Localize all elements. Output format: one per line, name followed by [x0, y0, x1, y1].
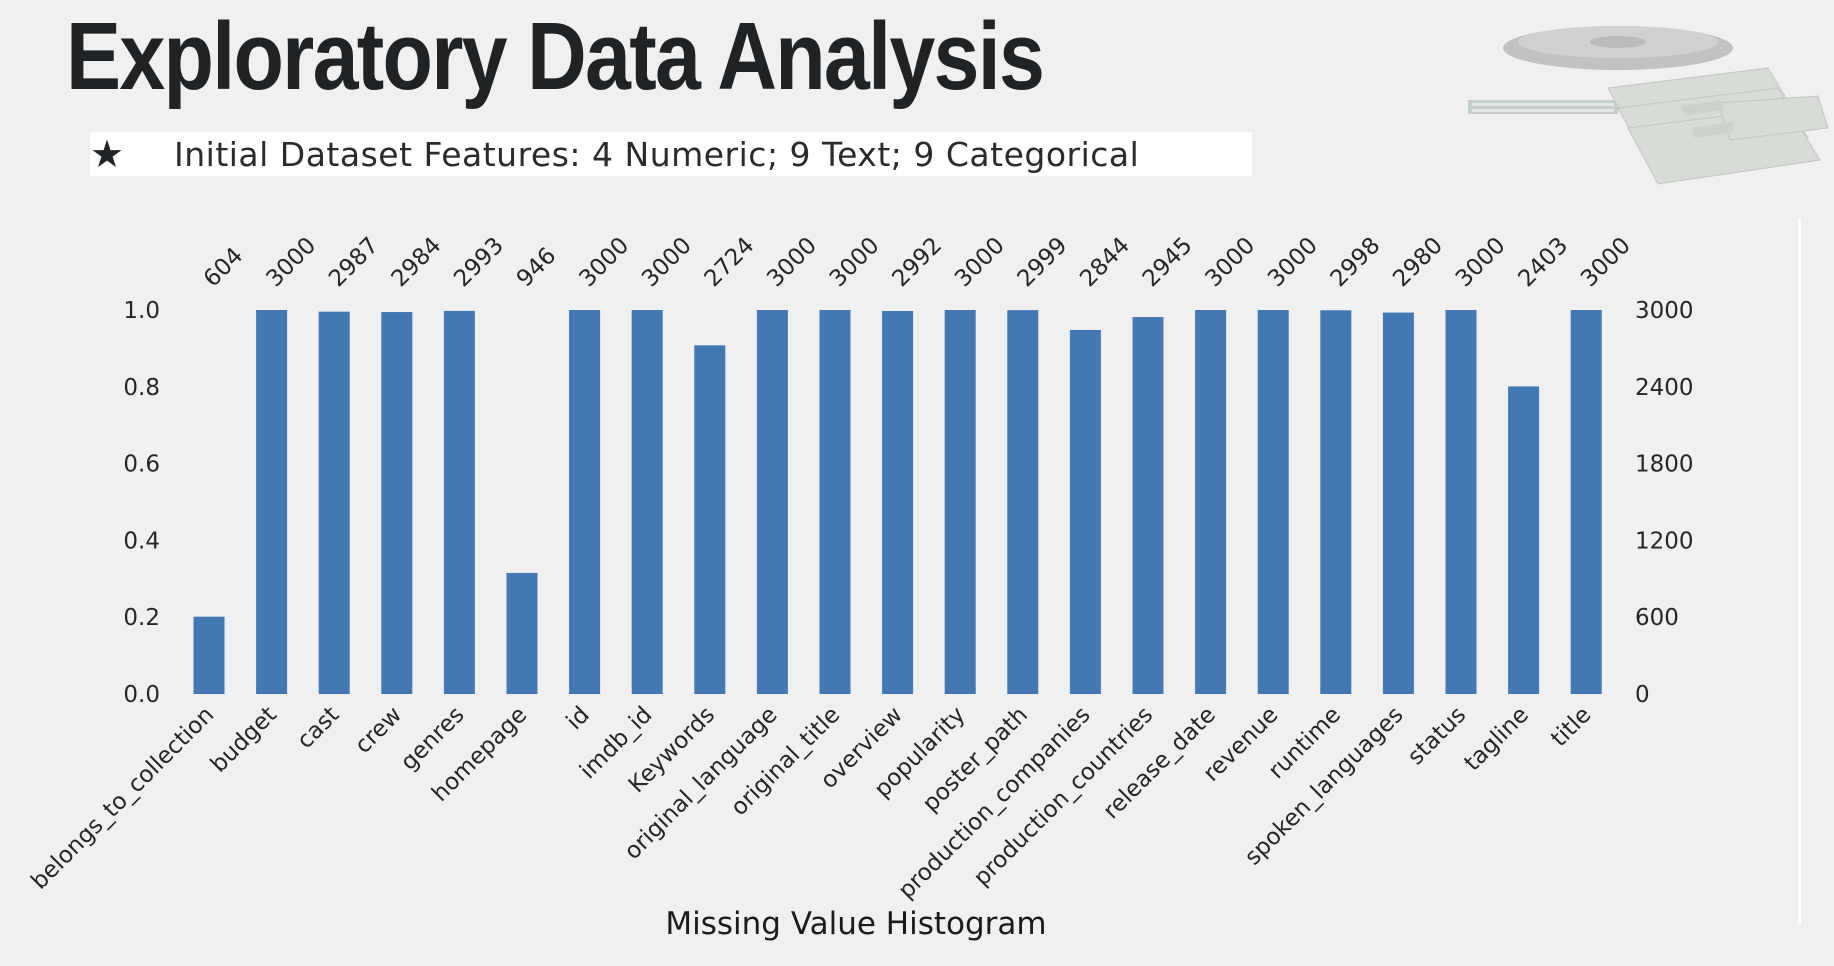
bar-imdb_id [631, 310, 663, 694]
right-axis-tick: 1800 [1635, 452, 1694, 478]
value-label: 3000 [574, 232, 634, 292]
category-label: original_title [726, 702, 845, 821]
value-label: 3000 [261, 232, 321, 292]
category-label: belongs_to_collection [26, 702, 219, 895]
bar-Keywords [694, 345, 726, 694]
left-axis-tick: 0.0 [123, 682, 160, 708]
category-label: cast [292, 702, 344, 754]
bar-popularity [944, 310, 976, 694]
category-label: id [562, 702, 595, 735]
right-axis-tick: 0 [1635, 682, 1650, 708]
page-title: Exploratory Data Analysis [66, 3, 1045, 110]
value-label: 2980 [1388, 232, 1448, 292]
category-label: tagline [1459, 702, 1533, 776]
value-label: 3000 [1576, 232, 1636, 292]
category-label: budget [206, 702, 282, 778]
left-axis-tick: 0.8 [123, 375, 160, 401]
value-label: 2844 [1075, 232, 1135, 292]
value-label: 3000 [950, 232, 1010, 292]
value-label: 3000 [762, 232, 822, 292]
value-label: 2987 [324, 232, 384, 292]
value-label: 2724 [700, 232, 760, 292]
bar-budget [256, 310, 288, 694]
value-label: 604 [199, 243, 248, 292]
left-axis-tick: 0.4 [123, 528, 160, 554]
value-label: 3000 [1200, 232, 1260, 292]
right-axis-tick: 3000 [1635, 298, 1694, 324]
bar-production_countries [1132, 317, 1164, 694]
value-label: 3000 [1263, 232, 1323, 292]
right-axis-tick: 600 [1635, 605, 1679, 631]
bar-cast [318, 311, 350, 694]
value-label: 2992 [887, 232, 947, 292]
divider-line [1798, 218, 1801, 924]
value-label: 2984 [387, 232, 447, 292]
left-axis-tick: 0.6 [123, 452, 160, 478]
bar-title [1570, 310, 1602, 694]
bar-status [1445, 310, 1477, 694]
value-label: 3000 [1451, 232, 1511, 292]
bar-runtime [1320, 310, 1352, 694]
feature-summary: Initial Dataset Features: 4 Numeric; 9 T… [174, 134, 1140, 174]
value-label: 3000 [825, 232, 885, 292]
bar-poster_path [1007, 310, 1039, 694]
star-icon: ★ [90, 132, 125, 176]
value-label: 2998 [1326, 232, 1386, 292]
bar-production_companies [1069, 329, 1101, 694]
right-axis-tick: 1200 [1635, 528, 1694, 554]
bar-belongs_to_collection [193, 616, 225, 694]
film-reel-and-cash-icon [1468, 26, 1829, 185]
value-label: 2999 [1013, 232, 1073, 292]
bar-overview [882, 311, 914, 694]
category-label: title [1546, 702, 1596, 752]
value-label: 2945 [1138, 232, 1198, 292]
subtitle-band: ★ Initial Dataset Features: 4 Numeric; 9… [90, 132, 1252, 176]
bar-homepage [506, 572, 538, 694]
right-axis-tick: 2400 [1635, 375, 1694, 401]
category-label: crew [350, 702, 407, 759]
left-axis-tick: 0.2 [123, 605, 160, 631]
bar-original_language [756, 310, 788, 694]
value-label: 2993 [449, 232, 509, 292]
bar-id [569, 310, 601, 694]
value-label: 946 [512, 243, 561, 292]
bar-revenue [1257, 310, 1289, 694]
value-label: 3000 [637, 232, 697, 292]
bar-genres [443, 310, 475, 694]
chart-caption: Missing Value Histogram [665, 906, 1047, 942]
bar-original_title [819, 310, 851, 694]
bar-spoken_languages [1382, 312, 1414, 694]
bar-tagline [1508, 386, 1540, 694]
bar-release_date [1195, 310, 1227, 694]
bar-crew [381, 312, 413, 694]
value-label: 2403 [1513, 232, 1573, 292]
left-axis-tick: 1.0 [123, 298, 160, 324]
